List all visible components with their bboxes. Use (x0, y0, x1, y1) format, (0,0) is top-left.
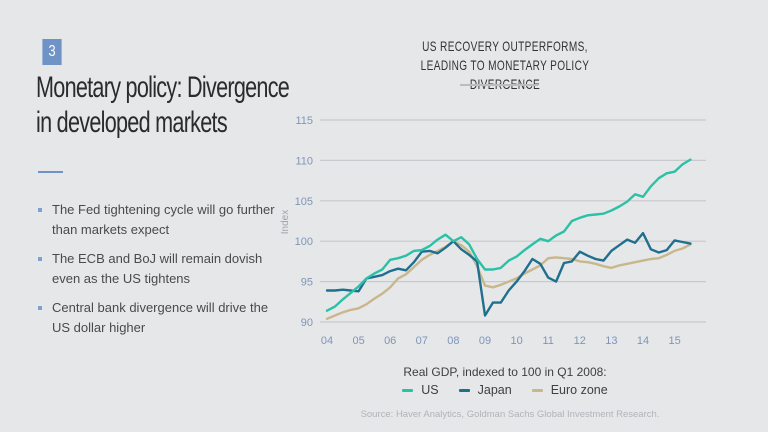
x-tick-label: 06 (384, 335, 396, 347)
bullet-item: The ECB and BoJ will remain dovish even … (38, 249, 288, 289)
bullet-item: Central bank divergence will drive the U… (38, 298, 288, 338)
chart-title-line-1: US RECOVERY OUTPERFORMS, (422, 38, 588, 54)
bullet-marker-icon (38, 257, 42, 261)
series-lines (325, 158, 692, 320)
series-line-us (325, 158, 692, 312)
legend-label-japan: Japan (477, 383, 512, 397)
x-tick-label: 09 (479, 335, 491, 347)
x-tick-label: 14 (637, 335, 649, 347)
gridlines (320, 119, 706, 323)
y-tick-label: 115 (295, 115, 313, 127)
legend-swatch-euro-zone (531, 388, 543, 392)
bullet-item: The Fed tightening cycle will go further… (38, 200, 288, 240)
legend-swatch-us (402, 388, 414, 392)
series-line-japan (325, 231, 692, 317)
bullet-text: The ECB and BoJ will remain dovish even … (52, 251, 263, 286)
y-tick-label: 110 (295, 155, 313, 167)
bullet-list: The Fed tightening cycle will go further… (38, 200, 288, 347)
x-tick-label: 11 (542, 335, 553, 347)
slide-title: Monetary policy: Divergence in developed… (36, 70, 290, 140)
y-tick-label: 100 (295, 236, 313, 248)
legend-label-euro-zone: Euro zone (550, 383, 608, 397)
bullet-text: The Fed tightening cycle will go further… (52, 202, 275, 237)
x-tick-label: 07 (416, 335, 428, 347)
slide-title-line-2: in developed markets (36, 106, 228, 139)
slide-number: 3 (48, 43, 56, 60)
y-axis-label: Index (280, 210, 291, 234)
x-tick-label: 13 (605, 335, 617, 347)
y-axis-ticks: 115 110 105 100 95 90 (295, 115, 313, 329)
x-tick-label: 10 (510, 335, 522, 347)
bullet-marker-icon (38, 208, 42, 212)
series-line-euro-zone (325, 239, 692, 320)
source-note: Source: Haver Analytics, Goldman Sachs G… (360, 409, 660, 420)
chart-title-divider (460, 84, 538, 86)
legend-swatch-japan (458, 388, 470, 392)
slide-title-line-1: Monetary policy: Divergence (36, 71, 290, 104)
x-axis-ticks: 04 05 06 07 08 09 10 11 12 13 14 15 (321, 335, 681, 347)
x-tick-label: 08 (447, 335, 459, 347)
bullet-text: Central bank divergence will drive the U… (52, 300, 269, 335)
legend: US Japan Euro zone (330, 383, 680, 397)
slide-number-badge: 3 (42, 39, 62, 65)
legend-label-us: US (421, 383, 439, 397)
x-tick-label: 05 (352, 335, 364, 347)
y-tick-label: 95 (301, 277, 313, 289)
y-tick-label: 90 (301, 317, 313, 329)
bullet-marker-icon (38, 306, 42, 310)
x-tick-label: 15 (668, 335, 680, 347)
chart-caption: Real GDP, indexed to 100 in Q1 2008: (403, 365, 607, 379)
title-divider (38, 171, 63, 173)
legend-item-euro-zone: Euro zone (531, 383, 608, 397)
y-tick-label: 105 (295, 196, 313, 208)
legend-item-us: US (402, 383, 439, 397)
legend-item-japan: Japan (458, 383, 512, 397)
x-tick-label: 12 (574, 335, 586, 347)
x-tick-label: 04 (321, 335, 333, 347)
